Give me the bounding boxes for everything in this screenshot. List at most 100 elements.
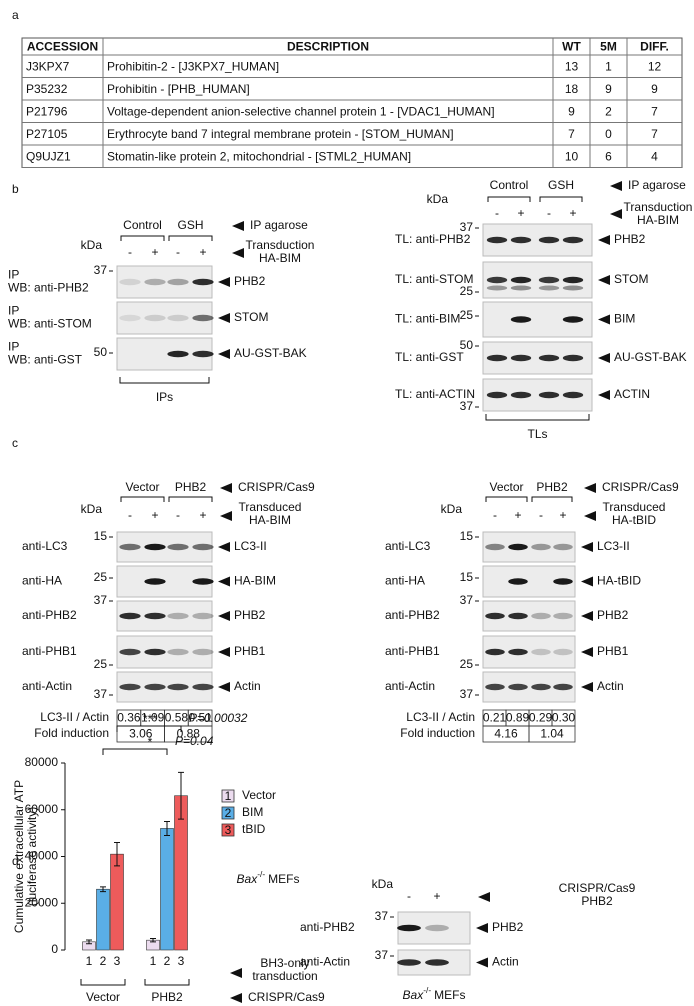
y-tick-label: 40000 — [25, 849, 59, 863]
genotype-sup: -/- — [423, 985, 431, 995]
arrowhead — [598, 275, 610, 285]
row-label: anti-Actin — [22, 679, 72, 693]
band — [397, 959, 421, 966]
band-label: LC3-II — [597, 539, 630, 553]
band — [538, 285, 560, 291]
table-cell: 7 — [651, 104, 658, 118]
band — [510, 285, 532, 291]
arrowhead — [476, 957, 488, 968]
arrowhead — [218, 277, 230, 287]
x-caption: BH3-only — [260, 956, 309, 970]
kda-label: kDa — [81, 502, 103, 516]
y-tick-label: 0 — [51, 942, 58, 956]
band — [167, 612, 189, 620]
table-cell: Prohibitin - [PHB_HUMAN] — [107, 82, 250, 96]
band — [119, 543, 141, 551]
mw-marker: 37 — [460, 687, 474, 701]
band — [119, 278, 141, 286]
row-label: anti-Actin — [300, 955, 350, 969]
band-label: LC3-II — [234, 539, 267, 553]
group-label: PHB2 — [151, 990, 183, 1004]
arrowhead — [218, 682, 230, 692]
quant-label: LC3-II / Actin — [406, 710, 475, 724]
band — [485, 612, 505, 620]
band — [192, 278, 214, 286]
footer-bracket — [485, 414, 590, 421]
band — [562, 276, 584, 284]
table-cell: 1 — [605, 59, 612, 73]
arrowhead — [218, 611, 230, 621]
x-tick-label: 2 — [164, 954, 171, 968]
band — [510, 316, 532, 323]
band — [485, 543, 505, 551]
arrowhead — [581, 611, 593, 621]
band — [119, 314, 141, 322]
arrowhead — [598, 235, 610, 245]
arrowhead — [218, 576, 230, 587]
group-bracket — [80, 979, 126, 986]
group-label: PHB2 — [536, 480, 568, 494]
band — [144, 648, 166, 656]
band — [562, 391, 584, 399]
mw-marker: 37 — [375, 948, 389, 962]
band — [562, 354, 584, 362]
arrowhead — [581, 647, 593, 657]
kda-label: kDa — [372, 877, 394, 891]
arrowhead — [610, 209, 622, 219]
band — [119, 648, 141, 656]
arrowhead — [232, 248, 244, 258]
lane-label: + — [433, 889, 440, 903]
group-caption: IP agarose — [250, 218, 308, 232]
band-label: STOM — [614, 272, 648, 286]
band — [486, 391, 508, 399]
band — [486, 276, 508, 284]
arrowhead — [581, 576, 593, 587]
arrowhead — [478, 892, 490, 902]
error-bar — [164, 820, 170, 836]
cell-type: MEFs — [268, 872, 299, 886]
genotype-label: Bax-/- MEFs — [237, 869, 300, 886]
arrowhead — [220, 483, 232, 493]
panel-label: a — [12, 8, 19, 22]
quant-value: 3.06 — [129, 727, 153, 741]
lane-label: - — [128, 508, 132, 522]
band — [562, 236, 584, 244]
table-cell: 6 — [605, 149, 612, 163]
error-bar — [178, 771, 184, 820]
quant-label: Fold induction — [34, 726, 109, 740]
error-bar — [150, 938, 156, 943]
error-bar — [86, 939, 92, 945]
treatment-label: HA-BIM — [249, 513, 291, 527]
band-label: HA-BIM — [234, 574, 276, 588]
x-tick-label: 3 — [114, 954, 121, 968]
band — [144, 612, 166, 620]
lane-label: + — [199, 508, 206, 522]
genotype-sup: -/- — [257, 869, 265, 879]
band — [531, 683, 551, 691]
lane-label: - — [176, 508, 180, 522]
lane-label: + — [151, 245, 158, 259]
row-label: TL: anti-PHB2 — [395, 232, 471, 246]
kda-label: kDa — [427, 192, 449, 206]
arrowhead — [218, 313, 230, 323]
band — [397, 924, 421, 932]
row-label: anti-HA — [22, 574, 62, 588]
bar — [110, 853, 124, 951]
band — [192, 543, 214, 551]
x-caption: CRISPR/Cas9 — [248, 990, 325, 1004]
panel-label: d — [12, 854, 19, 868]
quant-value: 0.88 — [177, 727, 201, 741]
band — [562, 316, 584, 323]
group-label: Vector — [125, 480, 159, 494]
band-label: PHB2 — [234, 274, 266, 288]
row-label: anti-PHB1 — [22, 644, 77, 658]
band — [144, 683, 166, 691]
arrowhead — [476, 923, 488, 933]
band — [192, 683, 214, 691]
treatment-label: Transduced — [239, 500, 302, 514]
row-label: anti-LC3 — [22, 539, 68, 553]
x-tick-label: 1 — [86, 954, 93, 968]
row-label: TL: anti-GST — [395, 350, 464, 364]
band — [144, 578, 166, 585]
table-cell: 9 — [605, 82, 612, 96]
